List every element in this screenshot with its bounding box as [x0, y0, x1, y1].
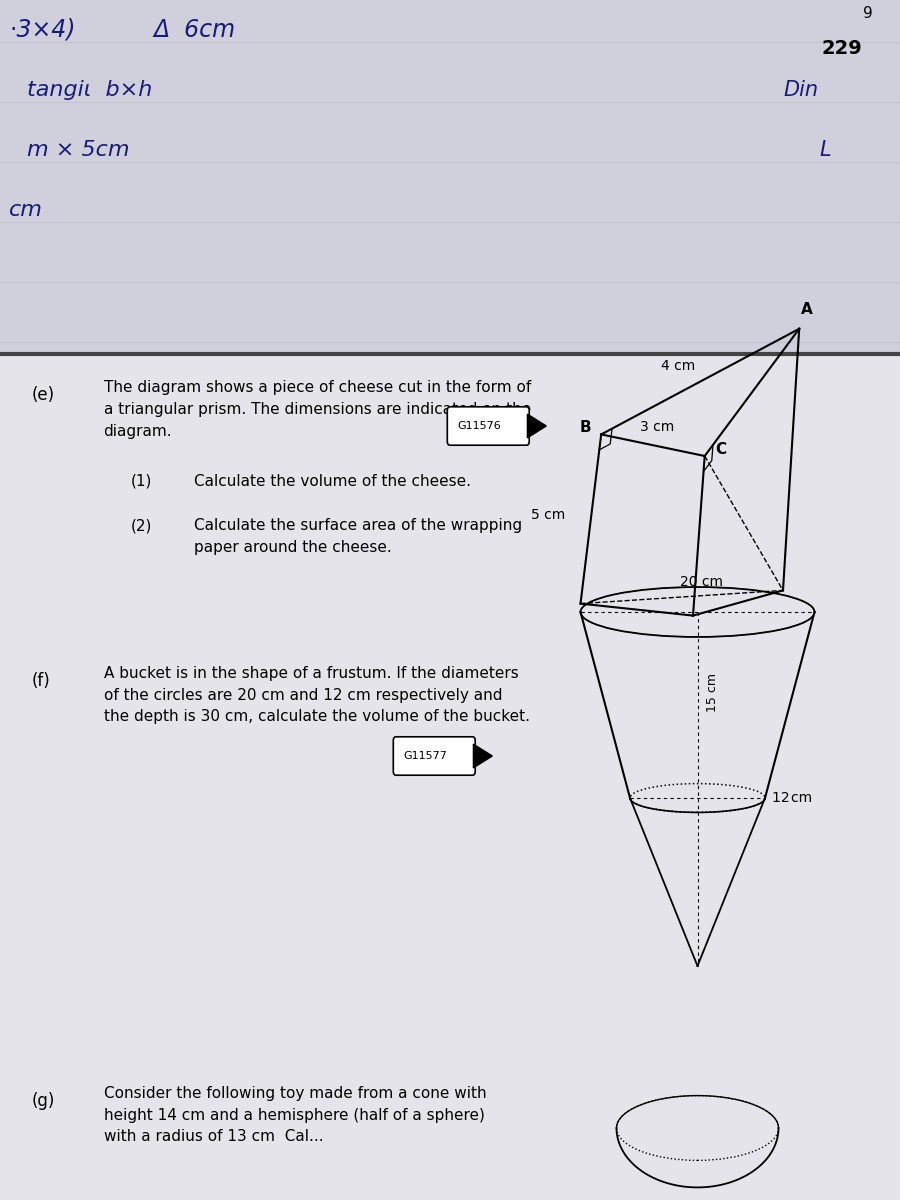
Text: ⋅3×4): ⋅3×4) — [9, 18, 76, 42]
Bar — [0, 354, 900, 1200]
Text: (2): (2) — [130, 518, 152, 533]
Text: (g): (g) — [32, 1092, 55, 1110]
FancyBboxPatch shape — [393, 737, 475, 775]
Text: tangiι  b×h: tangiι b×h — [27, 80, 152, 100]
Text: A: A — [800, 302, 813, 317]
Bar — [0, 0, 900, 354]
Text: Calculate the surface area of the wrapping
paper around the cheese.: Calculate the surface area of the wrappi… — [194, 518, 522, 554]
Text: L: L — [819, 140, 831, 160]
Text: G11577: G11577 — [403, 751, 447, 761]
Text: Δ  6cm: Δ 6cm — [153, 18, 235, 42]
Text: 12 cm: 12 cm — [772, 791, 813, 804]
Polygon shape — [527, 414, 546, 438]
Text: Din: Din — [783, 80, 818, 100]
Text: (f): (f) — [32, 672, 50, 690]
Text: (e): (e) — [32, 386, 55, 404]
Text: (1): (1) — [130, 474, 152, 490]
Text: 20 cm: 20 cm — [680, 575, 724, 588]
Text: 229: 229 — [821, 38, 862, 58]
Text: The diagram shows a piece of cheese cut in the form of
a triangular prism. The d: The diagram shows a piece of cheese cut … — [104, 380, 531, 438]
FancyBboxPatch shape — [447, 407, 529, 445]
Text: 3 cm: 3 cm — [640, 420, 675, 433]
Text: Calculate the volume of the cheese.: Calculate the volume of the cheese. — [194, 474, 471, 490]
Polygon shape — [473, 744, 492, 768]
Text: C: C — [716, 442, 726, 456]
Text: 9: 9 — [863, 6, 873, 20]
Text: Consider the following toy made from a cone with
height 14 cm and a hemisphere (: Consider the following toy made from a c… — [104, 1086, 486, 1145]
Text: G11576: G11576 — [457, 421, 501, 431]
Text: cm: cm — [9, 200, 43, 220]
Text: 4 cm: 4 cm — [661, 359, 695, 372]
Text: 5 cm: 5 cm — [530, 508, 565, 522]
Text: B: B — [580, 420, 590, 434]
Text: m × 5cm: m × 5cm — [27, 140, 130, 160]
Text: A bucket is in the shape of a frustum. If the diameters
of the circles are 20 cm: A bucket is in the shape of a frustum. I… — [104, 666, 529, 724]
Text: 15 cm: 15 cm — [706, 673, 719, 713]
